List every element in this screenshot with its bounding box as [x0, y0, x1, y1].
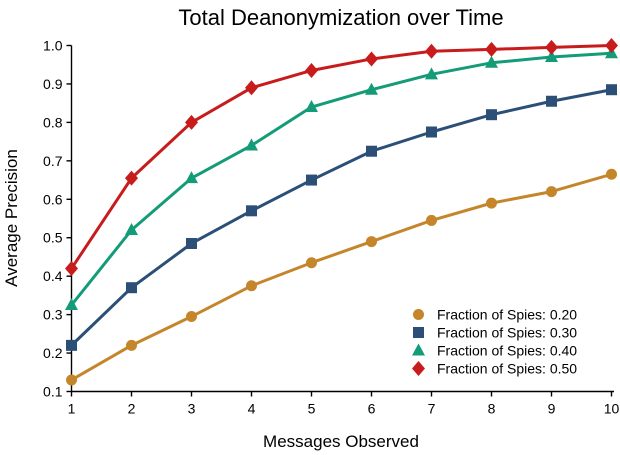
- diamond-marker: [245, 80, 258, 96]
- series-3: [65, 38, 618, 276]
- square-marker: [546, 95, 557, 107]
- square-marker: [366, 145, 377, 157]
- diamond-marker: [65, 260, 78, 276]
- y-tick-label: 0.7: [43, 153, 63, 169]
- circle-marker: [366, 236, 377, 248]
- square-marker: [606, 84, 617, 96]
- circle-marker: [246, 280, 257, 292]
- chart-title: Total Deanonymization over Time: [178, 5, 503, 30]
- y-tick-label: 0.2: [43, 345, 63, 361]
- circle-marker: [126, 339, 137, 351]
- square-marker: [306, 174, 317, 186]
- square-marker: [426, 126, 437, 138]
- series-line: [70, 51, 613, 307]
- triangle-up-marker: [305, 100, 318, 113]
- y-tick-label: 0.4: [43, 268, 63, 284]
- diamond-marker: [185, 114, 198, 130]
- series-line: [70, 172, 613, 382]
- circle-marker: [426, 214, 437, 226]
- series-line: [70, 88, 613, 347]
- x-tick-label: 8: [488, 401, 496, 417]
- square-marker: [126, 282, 137, 294]
- triangle-up-marker: [545, 50, 558, 63]
- square-marker: [186, 237, 197, 249]
- triangle-up-marker: [485, 55, 498, 68]
- legend-item: Fraction of Spies: 0.20: [413, 307, 577, 323]
- diamond-marker: [125, 170, 138, 186]
- legend-item: Fraction of Spies: 0.50: [412, 361, 577, 377]
- triangle-up-marker: [185, 171, 198, 184]
- x-tick-label: 5: [308, 401, 316, 417]
- y-tick-label: 0.6: [43, 191, 63, 207]
- legend-label: Fraction of Spies: 0.30: [437, 325, 577, 341]
- square-marker: [246, 205, 257, 217]
- y-tick-label: 1.0: [43, 38, 63, 54]
- legend-item: Fraction of Spies: 0.40: [412, 343, 577, 359]
- circle-marker: [186, 311, 197, 323]
- legend-label: Fraction of Spies: 0.40: [437, 343, 577, 359]
- diamond-marker: [365, 51, 378, 67]
- diamond-marker: [605, 38, 618, 54]
- axes: 1 2 3 4 5 6 7 8 9 10 0.1 0.2 0.3 0.4 0.5 0.6 0.7 0.8 0.9 1.…: [43, 38, 619, 417]
- triangle-up-marker: [245, 138, 258, 151]
- circle-marker: [546, 186, 557, 198]
- series-line: [70, 44, 613, 270]
- legend-label: Fraction of Spies: 0.20: [437, 307, 577, 323]
- triangle-up-marker: [65, 298, 78, 311]
- legend-label: Fraction of Spies: 0.50: [437, 361, 577, 377]
- y-tick-label: 0.9: [43, 76, 63, 92]
- y-axis-label: Average Precision: [2, 149, 21, 287]
- x-tick-label: 4: [248, 401, 256, 417]
- diamond-marker: [305, 62, 318, 78]
- triangle-up-marker: [425, 67, 438, 80]
- square-marker: [486, 109, 497, 121]
- y-tick-label: 0.8: [43, 114, 63, 130]
- legend: Fraction of Spies: 0.20 Fraction of Spies…: [412, 307, 577, 377]
- diamond-marker: [485, 41, 498, 57]
- x-tick-label: 1: [68, 401, 76, 417]
- y-tick-label: 0.1: [43, 384, 63, 400]
- x-tick-label: 6: [368, 401, 376, 417]
- square-marker: [413, 327, 424, 338]
- series-0: [66, 168, 617, 386]
- data-series: [65, 38, 618, 386]
- y-tick-label: 0.3: [43, 307, 63, 323]
- diamond-marker: [545, 39, 558, 55]
- triangle-up-marker: [412, 343, 425, 356]
- diamond-marker: [425, 43, 438, 59]
- x-tick-label: 9: [548, 401, 556, 417]
- x-tick-label: 10: [604, 401, 620, 417]
- series-1: [66, 84, 617, 351]
- circle-marker: [306, 257, 317, 269]
- circle-marker: [413, 309, 424, 320]
- legend-item: Fraction of Spies: 0.30: [413, 325, 577, 341]
- x-tick-label: 3: [188, 401, 196, 417]
- triangle-up-marker: [365, 82, 378, 95]
- diamond-marker: [412, 361, 425, 376]
- x-tick-label: 7: [428, 401, 436, 417]
- y-tick-label: 0.5: [43, 230, 63, 246]
- x-tick-label: 2: [128, 401, 136, 417]
- x-axis-label: Messages Observed: [263, 432, 419, 451]
- series-2: [65, 46, 618, 311]
- circle-marker: [606, 168, 617, 180]
- circle-marker: [66, 374, 77, 386]
- circle-marker: [486, 197, 497, 209]
- triangle-up-marker: [125, 223, 138, 236]
- square-marker: [66, 339, 77, 351]
